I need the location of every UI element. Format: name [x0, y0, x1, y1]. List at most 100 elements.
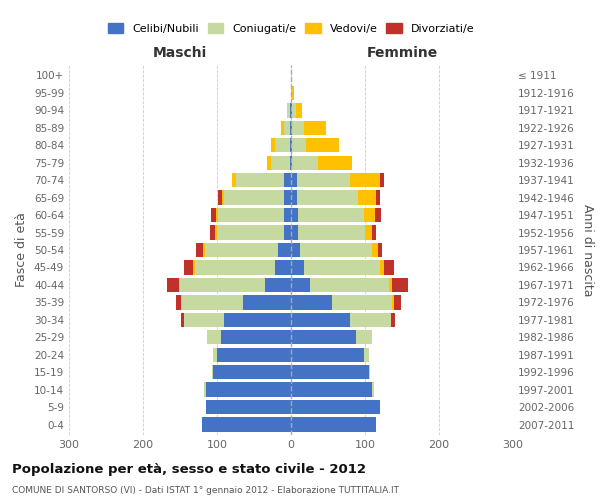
Bar	[391, 312, 395, 327]
Bar	[202, 418, 291, 432]
Bar	[291, 226, 298, 239]
Bar	[212, 365, 214, 380]
Bar	[291, 243, 300, 257]
Text: Popolazione per età, sesso e stato civile - 2012: Popolazione per età, sesso e stato civil…	[12, 462, 366, 475]
Bar	[206, 382, 291, 397]
Bar	[291, 312, 350, 327]
Bar	[243, 295, 291, 310]
Bar	[214, 348, 217, 362]
Bar	[304, 120, 326, 135]
Bar	[184, 260, 193, 274]
Bar	[268, 156, 271, 170]
Bar	[284, 226, 291, 239]
Bar	[358, 190, 376, 205]
Bar	[291, 400, 380, 414]
Bar	[208, 330, 221, 344]
Text: Maschi: Maschi	[153, 46, 207, 60]
Bar	[297, 190, 358, 205]
Bar	[291, 103, 292, 118]
Bar	[389, 278, 392, 292]
Bar	[281, 120, 284, 135]
Bar	[217, 348, 291, 362]
Bar	[224, 312, 291, 327]
Bar	[292, 156, 319, 170]
Bar	[275, 260, 291, 274]
Bar	[291, 173, 297, 188]
Bar	[211, 208, 216, 222]
Bar	[332, 295, 392, 310]
Bar	[235, 173, 284, 188]
Bar	[291, 260, 304, 274]
Bar	[196, 243, 203, 257]
Bar	[379, 243, 382, 257]
Bar	[205, 243, 278, 257]
Bar	[275, 138, 290, 152]
Bar	[291, 418, 376, 432]
Bar	[167, 278, 179, 292]
Bar	[271, 138, 275, 152]
Bar	[290, 103, 291, 118]
Bar	[350, 173, 380, 188]
Bar	[291, 278, 310, 292]
Bar	[284, 208, 291, 222]
Bar	[284, 190, 291, 205]
Bar	[291, 295, 332, 310]
Bar	[310, 278, 389, 292]
Bar	[291, 138, 292, 152]
Bar	[179, 278, 180, 292]
Bar	[365, 226, 373, 239]
Bar	[284, 120, 290, 135]
Bar	[284, 173, 291, 188]
Bar	[206, 400, 291, 414]
Bar	[184, 312, 224, 327]
Legend: Celibi/Nubili, Coniugati/e, Vedovi/e, Divorziati/e: Celibi/Nubili, Coniugati/e, Vedovi/e, Di…	[103, 19, 479, 38]
Bar	[287, 103, 290, 118]
Bar	[292, 103, 296, 118]
Bar	[222, 190, 224, 205]
Bar	[369, 365, 370, 380]
Bar	[265, 278, 291, 292]
Bar	[224, 190, 284, 205]
Text: Femmine: Femmine	[367, 46, 437, 60]
Bar	[373, 243, 379, 257]
Bar	[291, 348, 364, 362]
Bar	[205, 382, 206, 397]
Bar	[364, 208, 374, 222]
Bar	[181, 312, 184, 327]
Bar	[392, 278, 408, 292]
Bar	[180, 278, 265, 292]
Bar	[291, 382, 373, 397]
Bar	[292, 138, 306, 152]
Bar	[376, 190, 380, 205]
Bar	[292, 120, 304, 135]
Bar	[319, 156, 352, 170]
Bar	[193, 260, 195, 274]
Bar	[291, 120, 292, 135]
Bar	[215, 226, 217, 239]
Bar	[214, 365, 291, 380]
Bar	[176, 295, 181, 310]
Bar	[232, 173, 235, 188]
Bar	[290, 138, 291, 152]
Y-axis label: Fasce di età: Fasce di età	[16, 212, 28, 288]
Bar	[278, 243, 291, 257]
Bar	[291, 330, 356, 344]
Bar	[291, 86, 292, 100]
Bar	[218, 190, 222, 205]
Bar	[209, 226, 215, 239]
Bar	[383, 260, 394, 274]
Bar	[392, 295, 394, 310]
Bar	[203, 243, 205, 257]
Bar	[394, 295, 401, 310]
Bar	[218, 208, 284, 222]
Text: COMUNE DI SANTORSO (VI) - Dati ISTAT 1° gennaio 2012 - Elaborazione TUTTITALIA.I: COMUNE DI SANTORSO (VI) - Dati ISTAT 1° …	[12, 486, 399, 495]
Bar	[221, 330, 291, 344]
Bar	[217, 226, 284, 239]
Bar	[291, 156, 292, 170]
Bar	[297, 173, 350, 188]
Y-axis label: Anni di nascita: Anni di nascita	[581, 204, 594, 296]
Bar	[298, 208, 364, 222]
Bar	[373, 226, 376, 239]
Bar	[296, 103, 302, 118]
Bar	[298, 226, 365, 239]
